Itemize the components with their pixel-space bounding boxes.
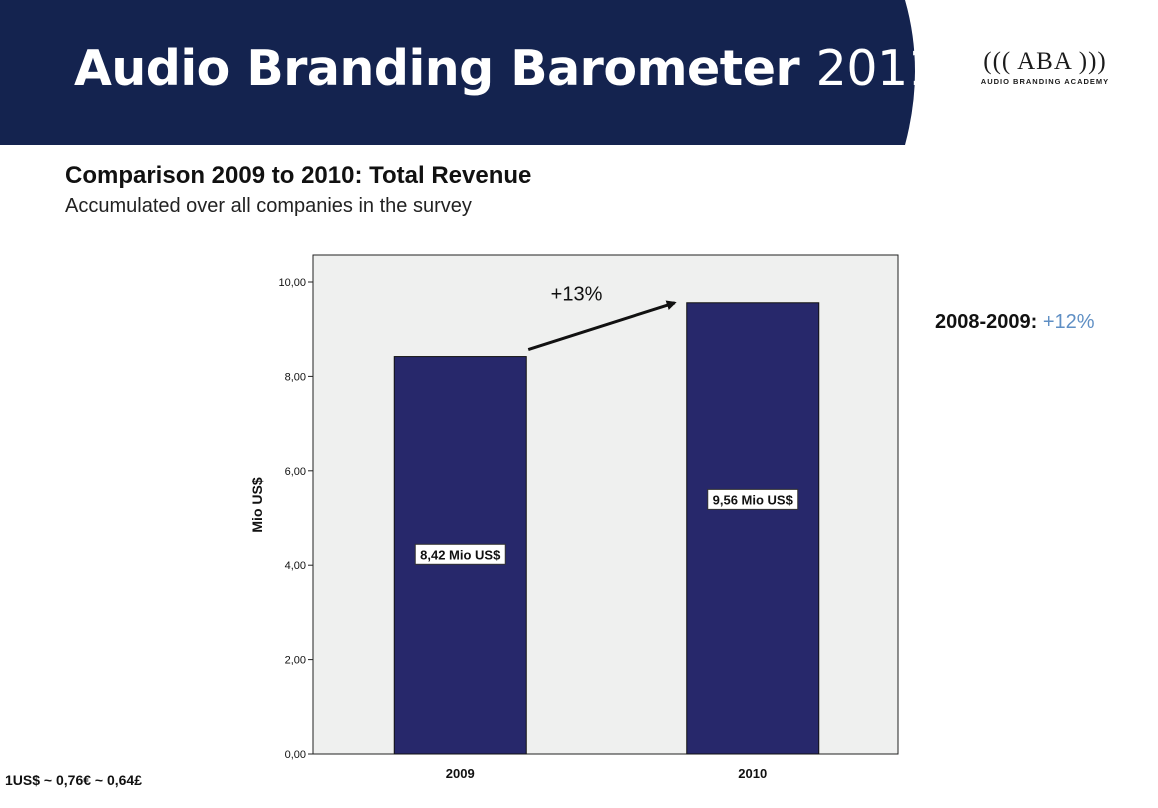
- growth-label: +13%: [551, 284, 603, 306]
- y-tick-label: 2,00: [285, 655, 306, 667]
- data-label-box: [414, 543, 506, 565]
- y-tick-label: 0,00: [285, 749, 306, 761]
- data-labels: 8,42 Mio US$ 9,56 Mio US$: [414, 488, 799, 565]
- x-tick-label: 2009: [446, 766, 475, 781]
- logo-mark: ((( ABA ))): [983, 48, 1107, 75]
- x-tick-label: 2010: [738, 766, 767, 781]
- slide-title: Audio Branding Barometer 2011: [74, 40, 939, 97]
- y-axis: 0,00 2,00 4,00 6,00 8,00 10,00: [278, 277, 313, 761]
- y-tick-label: 10,00: [278, 277, 306, 289]
- y-axis-title: Mio US$: [249, 477, 265, 532]
- bars: [393, 302, 820, 755]
- y-tick-label: 6,00: [285, 466, 306, 478]
- section-heading: Comparison 2009 to 2010: Total Revenue: [65, 162, 532, 189]
- slide-title-main: Audio Branding Barometer: [74, 40, 800, 97]
- section-subheading: Accumulated over all companies in the su…: [65, 195, 472, 217]
- comparison-note: 2008-2009: +12%: [935, 311, 1095, 334]
- comparison-note-label: 2008-2009:: [935, 311, 1038, 333]
- data-label-box: [707, 488, 799, 510]
- x-axis: 2009 2010: [446, 766, 767, 781]
- header-banner: Audio Branding Barometer 2011: [0, 0, 1158, 145]
- y-tick-label: 8,00: [285, 371, 306, 383]
- bar-2010: [686, 302, 820, 755]
- aba-logo: ((( ABA ))) AUDIO BRANDING ACADEMY: [965, 48, 1125, 86]
- growth-arrow: [527, 300, 677, 352]
- banner-shape: [0, 0, 915, 145]
- logo-subtitle: AUDIO BRANDING ACADEMY: [980, 77, 1110, 86]
- slide-title-year: 2011: [815, 40, 939, 97]
- revenue-bar-chart: 0,00 2,00 4,00 6,00 8,00 10,00 2009 2010 8,42 …: [249, 254, 899, 781]
- growth-annotation: +13%: [527, 284, 677, 352]
- currency-footnote: 1US$ ~ 0,76€ ~ 0,64£: [5, 772, 142, 788]
- data-label: 8,42 Mio US$: [420, 547, 501, 562]
- y-tick-label: 4,00: [285, 560, 306, 572]
- comparison-note-value: +12%: [1042, 311, 1095, 333]
- data-label: 9,56 Mio US$: [713, 492, 794, 507]
